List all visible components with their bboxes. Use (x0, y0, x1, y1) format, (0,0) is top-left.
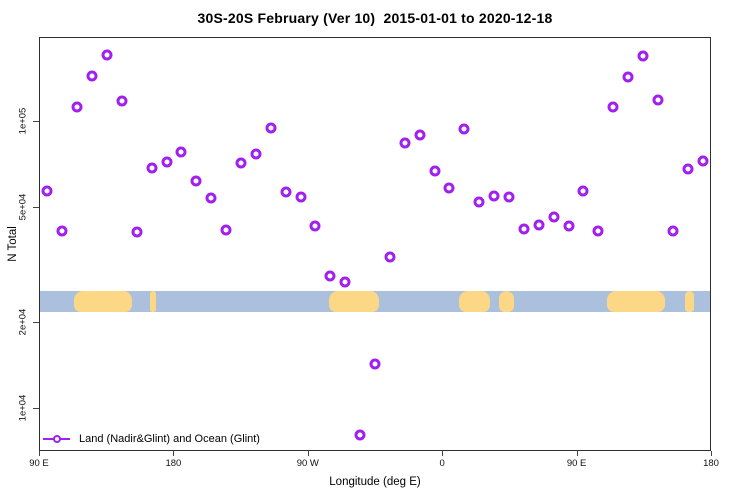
data-point (71, 101, 83, 113)
y-tick-mark (33, 120, 39, 122)
x-tick-label: 180 (165, 458, 182, 469)
legend: Land (Nadir&Glint) and Ocean (Glint) (43, 432, 260, 445)
y-tick-mark (33, 321, 39, 323)
data-point (607, 101, 619, 113)
x-tick-mark (39, 451, 40, 456)
chart-title: 30S-20S February (Ver 10) 2015-01-01 to … (197, 10, 553, 26)
data-point (443, 182, 455, 194)
y-tick-label: 1e+04 (17, 394, 29, 422)
data-point (56, 225, 68, 237)
data-point (697, 155, 709, 167)
data-point (101, 49, 113, 61)
land-segment (459, 291, 490, 313)
data-point (265, 122, 277, 134)
data-point (309, 220, 321, 232)
x-tick-label: 90 E (566, 458, 587, 469)
data-point (414, 129, 426, 140)
data-point (622, 71, 634, 83)
legend-marker-icon (43, 432, 70, 445)
land-segment (607, 291, 665, 313)
data-point (682, 163, 694, 175)
x-tick-label: 180 (703, 458, 719, 469)
data-point (652, 94, 664, 106)
x-tick-label: 90 W (296, 458, 319, 469)
data-point (235, 157, 247, 169)
x-tick-label: 0 (439, 458, 445, 469)
data-point (533, 219, 545, 231)
data-point (190, 175, 202, 187)
data-point (280, 186, 292, 198)
data-point (369, 358, 381, 370)
x-tick-label: 90 E (29, 458, 49, 469)
data-point (503, 191, 515, 203)
data-point (220, 224, 232, 236)
y-tick-mark (33, 207, 39, 209)
data-point (175, 146, 187, 158)
data-point (577, 185, 589, 197)
legend-circle-icon (52, 434, 61, 443)
x-tick-mark (173, 451, 175, 456)
land-segment (73, 291, 133, 313)
y-axis-label: N Total (7, 226, 19, 262)
data-point (205, 192, 217, 204)
x-tick-mark (442, 451, 444, 456)
data-point (399, 137, 411, 149)
data-point (518, 223, 530, 235)
data-point (295, 191, 307, 203)
data-point (429, 165, 441, 177)
data-point (161, 156, 173, 168)
land-segment (328, 291, 379, 313)
data-point (667, 225, 679, 237)
y-tick-mark (33, 408, 39, 410)
data-point (339, 276, 351, 288)
data-point (354, 429, 366, 441)
land-segment (498, 291, 515, 313)
data-point (473, 196, 485, 208)
data-point (592, 225, 604, 237)
land-segment (150, 291, 157, 313)
data-point (146, 162, 158, 174)
land-segment (685, 291, 695, 313)
y-tick-label: 5e+04 (17, 194, 29, 221)
x-tick-mark (307, 451, 309, 456)
data-point (384, 251, 396, 263)
data-point (324, 270, 336, 282)
data-point (563, 220, 575, 232)
data-point (131, 226, 143, 238)
x-axis-label: Longitude (deg E) (329, 476, 421, 488)
map-band (40, 291, 710, 313)
y-tick-label: 2e+04 (17, 308, 29, 336)
data-point (116, 95, 128, 107)
x-tick-mark (711, 451, 712, 456)
data-point (637, 50, 649, 62)
legend-label: Land (Nadir&Glint) and Ocean (Glint) (79, 432, 260, 445)
data-point (250, 148, 262, 160)
data-point (458, 123, 470, 135)
data-point (86, 70, 98, 82)
data-point (488, 190, 500, 202)
data-point (41, 185, 53, 197)
plot-area: Land (Nadir&Glint) and Ocean (Glint) (39, 37, 711, 451)
y-tick-label: 1e+05 (17, 107, 29, 135)
x-tick-mark (576, 451, 578, 456)
data-point (548, 211, 560, 223)
